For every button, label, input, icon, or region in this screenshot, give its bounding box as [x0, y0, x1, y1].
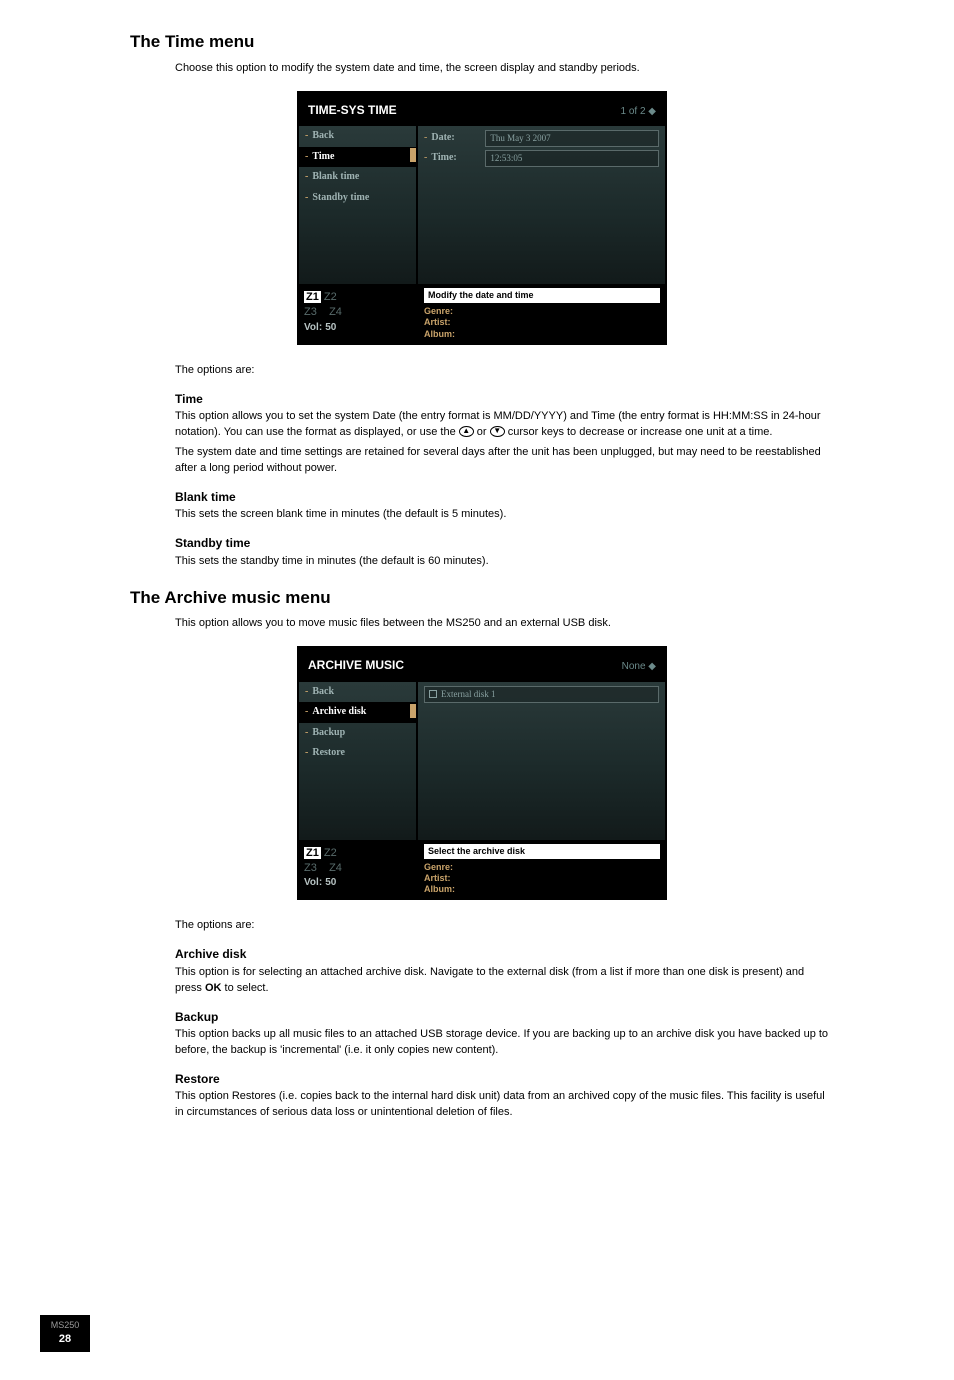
shot-archive-menu: -Back -Archive disk -Backup -Restore — [298, 681, 418, 841]
blank-time-heading: Blank time — [175, 489, 834, 506]
vol-value-2: 50 — [325, 877, 336, 888]
zone-z3[interactable]: Z3 — [304, 305, 326, 320]
archive-menu-intro: This option allows you to move music fil… — [175, 616, 834, 632]
shot-archive-paginator: None ◆ — [622, 660, 656, 675]
zone-z2[interactable]: Z2 — [324, 290, 346, 305]
menu-arrow-icon-2 — [410, 704, 416, 718]
help-bar-2: Select the archive disk — [424, 844, 660, 859]
standby-time-heading: Standby time — [175, 535, 834, 552]
shot-archive-title: ARCHIVE MUSIC — [308, 657, 404, 674]
shot-time-fields: - Date: Thu May 3 2007 - Time: 12:53:05 — [418, 125, 666, 285]
page-badge: MS250 28 — [40, 1315, 90, 1352]
zone-z1-2[interactable]: Z1 — [304, 847, 321, 859]
menu-arrow-icon — [410, 148, 416, 162]
blank-time-p1: This sets the screen blank time in minut… — [175, 507, 834, 523]
meta-genre: Genre: — [424, 306, 660, 317]
zone-z4-2[interactable]: Z4 — [329, 861, 351, 876]
archive-music-screenshot: ARCHIVE MUSIC None ◆ -Back -Archive disk… — [297, 646, 667, 900]
time-menu-heading: The Time menu — [130, 30, 834, 55]
meta-genre-2: Genre: — [424, 862, 660, 873]
shot-archive-fields: External disk 1 — [418, 681, 666, 841]
time-sys-time-screenshot: TIME-SYS TIME 1 of 2 ◆ -Back -Time -Blan… — [297, 91, 667, 345]
menu-blank-time[interactable]: -Blank time — [299, 167, 416, 188]
time-menu-intro: Choose this option to modify the system … — [175, 61, 834, 77]
page-number: 28 — [40, 1332, 90, 1348]
external-disk-item[interactable]: External disk 1 — [424, 686, 659, 703]
archive-disk-p1: This option is for selecting an attached… — [175, 965, 834, 997]
archive-menu-heading: The Archive music menu — [130, 586, 834, 611]
zones-panel: Z1 Z2 Z3 Z4 Vol: 50 — [298, 286, 418, 344]
shot-time-title: TIME-SYS TIME — [308, 102, 397, 119]
menu-back-2[interactable]: -Back — [299, 682, 416, 703]
vol-label-2: Vol: — [304, 877, 322, 888]
backup-heading: Backup — [175, 1009, 834, 1026]
menu-archive-disk[interactable]: -Archive disk — [299, 702, 416, 723]
vol-value: 50 — [325, 322, 336, 333]
field-time: - Time: 12:53:05 — [424, 150, 659, 167]
time-sub-p1: This option allows you to set the system… — [175, 409, 834, 441]
up-cursor-icon: ▲ — [459, 426, 474, 437]
menu-back[interactable]: -Back — [299, 126, 416, 147]
field-date: - Date: Thu May 3 2007 — [424, 130, 659, 147]
backup-p1: This option backs up all music files to … — [175, 1027, 834, 1059]
zone-z1[interactable]: Z1 — [304, 291, 321, 303]
ok-key-label: OK — [205, 982, 222, 994]
meta-artist-2: Artist: — [424, 873, 660, 884]
restore-heading: Restore — [175, 1071, 834, 1088]
meta-album-2: Album: — [424, 884, 660, 895]
model-label: MS250 — [40, 1319, 90, 1332]
shot-time-menu: -Back -Time -Blank time -Standby time — [298, 125, 418, 285]
time-options-are: The options are: — [175, 363, 834, 379]
checkbox-icon — [429, 690, 437, 698]
time-sub-heading: Time — [175, 391, 834, 408]
archive-options-are: The options are: — [175, 918, 834, 934]
menu-restore[interactable]: -Restore — [299, 743, 416, 764]
meta-artist: Artist: — [424, 317, 660, 328]
archive-disk-heading: Archive disk — [175, 946, 834, 963]
help-bar: Modify the date and time — [424, 288, 660, 303]
down-cursor-icon: ▼ — [490, 426, 505, 437]
standby-time-p1: This sets the standby time in minutes (t… — [175, 554, 834, 570]
menu-time[interactable]: -Time — [299, 147, 416, 168]
time-sub-p2: The system date and time settings are re… — [175, 445, 834, 477]
zone-z2-2[interactable]: Z2 — [324, 846, 346, 861]
restore-p1: This option Restores (i.e. copies back t… — [175, 1089, 834, 1121]
zone-z4[interactable]: Z4 — [329, 305, 351, 320]
menu-standby-time[interactable]: -Standby time — [299, 188, 416, 209]
shot-time-paginator: 1 of 2 ◆ — [621, 105, 657, 120]
zone-z3-2[interactable]: Z3 — [304, 861, 326, 876]
menu-backup[interactable]: -Backup — [299, 723, 416, 744]
meta-album: Album: — [424, 329, 660, 340]
vol-label: Vol: — [304, 322, 322, 333]
zones-panel-2: Z1 Z2 Z3 Z4 Vol: 50 — [298, 842, 418, 900]
